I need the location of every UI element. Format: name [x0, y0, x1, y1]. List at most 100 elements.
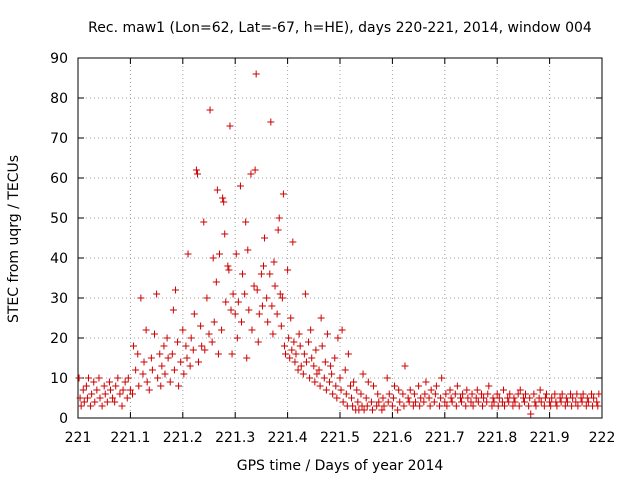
data-point — [333, 394, 341, 402]
data-point — [311, 378, 319, 386]
data-point — [384, 398, 392, 406]
data-point — [547, 402, 555, 410]
data-point — [201, 346, 209, 354]
data-point — [490, 398, 498, 406]
data-point — [132, 366, 140, 374]
data-point — [306, 374, 314, 382]
data-point — [220, 198, 228, 206]
data-point — [510, 394, 518, 402]
data-point — [525, 402, 533, 410]
data-point — [367, 398, 375, 406]
data-point — [284, 266, 292, 274]
data-point — [135, 382, 143, 390]
data-point — [457, 394, 465, 402]
x-tick-label: 221.4 — [268, 430, 308, 446]
data-point — [222, 298, 230, 306]
data-point — [143, 378, 151, 386]
data-point — [278, 294, 286, 302]
data-point — [301, 290, 309, 298]
data-point — [247, 170, 255, 178]
data-point — [442, 390, 450, 398]
data-point — [212, 278, 220, 286]
y-tick-label: 80 — [50, 91, 68, 107]
data-point — [118, 402, 126, 410]
data-point — [459, 390, 467, 398]
data-point — [75, 374, 83, 382]
data-point — [354, 398, 362, 406]
data-point — [170, 366, 178, 374]
data-point — [119, 386, 127, 394]
data-point — [305, 338, 313, 346]
data-point — [175, 382, 183, 390]
data-point — [183, 354, 191, 362]
data-point — [561, 402, 569, 410]
x-tick-label: 221.6 — [372, 430, 412, 446]
data-point — [425, 394, 433, 402]
data-point — [234, 298, 242, 306]
data-point — [236, 182, 244, 190]
x-tick-label: 221.8 — [477, 430, 517, 446]
data-point — [506, 390, 514, 398]
data-point — [548, 394, 556, 402]
data-point — [160, 342, 168, 350]
data-point — [148, 366, 156, 374]
data-point — [258, 302, 266, 310]
data-point — [287, 314, 295, 322]
data-point — [341, 366, 349, 374]
data-point — [541, 394, 549, 402]
data-point — [519, 394, 527, 402]
data-point — [124, 374, 132, 382]
data-point — [261, 234, 269, 242]
data-point — [567, 390, 575, 398]
data-point — [483, 398, 491, 406]
data-point — [394, 406, 402, 414]
x-tick-labels: 221 221.1 221.2 221.3 221.4 221.5 221.6 221.7 22… — [65, 430, 616, 446]
data-point — [241, 290, 249, 298]
data-point — [182, 342, 190, 350]
data-point — [495, 394, 503, 402]
data-point — [174, 338, 182, 346]
data-point — [556, 394, 564, 402]
data-point — [374, 390, 382, 398]
data-point — [98, 402, 106, 410]
data-point — [186, 362, 194, 370]
data-point — [123, 394, 131, 402]
data-point — [300, 350, 308, 358]
data-point — [259, 262, 267, 270]
data-point — [140, 358, 148, 366]
data-point — [474, 398, 482, 406]
y-tick-labels: 0 10 20 30 40 50 60 70 80 90 — [50, 51, 68, 427]
data-point — [493, 390, 501, 398]
data-point — [484, 390, 492, 398]
data-point — [338, 326, 346, 334]
data-point — [514, 390, 522, 398]
data-point — [451, 390, 459, 398]
data-point — [200, 218, 208, 226]
data-point — [95, 374, 103, 382]
data-point — [488, 402, 496, 410]
y-tick-label: 70 — [50, 131, 68, 147]
data-point — [137, 294, 145, 302]
data-point — [215, 250, 223, 258]
data-point — [106, 386, 114, 394]
data-point — [582, 402, 590, 410]
data-point — [468, 390, 476, 398]
data-point — [363, 402, 371, 410]
data-point — [467, 398, 475, 406]
data-point — [317, 314, 325, 322]
data-point — [346, 382, 354, 390]
data-point — [458, 398, 466, 406]
data-point — [447, 394, 455, 402]
data-point — [364, 378, 372, 386]
data-point — [79, 386, 87, 394]
y-axis-label: STEC from uqrg / TECUs — [6, 155, 22, 323]
data-point — [436, 402, 444, 410]
data-point — [112, 382, 120, 390]
data-point — [342, 390, 350, 398]
data-point — [244, 246, 252, 254]
data-point — [190, 310, 198, 318]
data-point — [184, 250, 192, 258]
data-point — [515, 402, 523, 410]
data-point — [101, 390, 109, 398]
data-point — [441, 398, 449, 406]
